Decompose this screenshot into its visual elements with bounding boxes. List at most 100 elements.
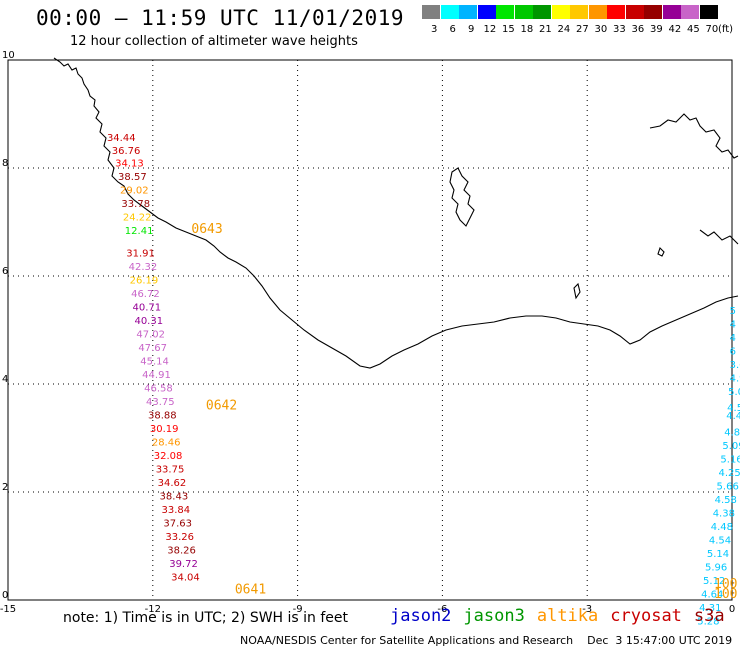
wave-height-value: 24.22 bbox=[123, 212, 152, 223]
scale-label: (ft) bbox=[718, 24, 734, 35]
wave-height-value: 47.67 bbox=[138, 343, 167, 354]
wave-height-value: 3.6 bbox=[730, 360, 740, 371]
wave-height-value: 46.58 bbox=[144, 384, 173, 395]
x-tick-label: 0 bbox=[729, 604, 735, 615]
scale-label: 9 bbox=[468, 24, 475, 35]
scale-label: 45 bbox=[687, 24, 700, 35]
bioko-island bbox=[657, 246, 665, 257]
scale-label: 33 bbox=[613, 24, 626, 35]
wave-height-value: 31.91 bbox=[126, 249, 155, 260]
scale-label: 30 bbox=[594, 24, 608, 35]
wave-height-value: 4.48 bbox=[711, 522, 733, 533]
wave-height-value: 6 bbox=[730, 346, 736, 357]
scale-swatch bbox=[644, 5, 662, 19]
satellite-name: jason3 bbox=[463, 606, 525, 626]
footer-credit: NOAA/NESDIS Center for Satellite Applica… bbox=[240, 634, 733, 647]
scale-swatch bbox=[440, 5, 459, 19]
scale-label: 70 bbox=[705, 24, 719, 35]
pass-label: 0643 bbox=[191, 222, 222, 237]
wave-height-value: 44.91 bbox=[142, 370, 171, 381]
scale-label: 12 bbox=[483, 24, 497, 35]
wave-height-value: 45.14 bbox=[140, 357, 169, 368]
pass-labels: 0643 0642 0641 bbox=[191, 222, 266, 598]
satellite-legend: jason2 jason3 altika cryosat s3a bbox=[390, 606, 737, 626]
wave-height-value: 32.08 bbox=[154, 451, 183, 462]
wave-height-value: 29.02 bbox=[120, 185, 149, 196]
wave-height-value: 12.41 bbox=[125, 226, 154, 237]
wave-height-value: 34.62 bbox=[158, 478, 187, 489]
scale-swatch bbox=[699, 5, 718, 19]
y-tick-label: 4 bbox=[2, 374, 8, 385]
wave-height-value: 38.26 bbox=[167, 546, 196, 557]
scale-label: 42 bbox=[668, 24, 682, 35]
scale-label: 36 bbox=[631, 24, 645, 35]
wave-height-value: 4.41 bbox=[726, 411, 740, 422]
wave-height-value: 38.43 bbox=[160, 492, 189, 503]
wave-height-value: 5.96 bbox=[705, 562, 727, 573]
wave-height-value: 4.58 bbox=[715, 495, 737, 506]
scale-swatch bbox=[570, 5, 588, 19]
wave-height-value: 43.75 bbox=[146, 397, 175, 408]
wave-height-value: 36.76 bbox=[112, 146, 141, 157]
wave-height-value: 34.44 bbox=[107, 133, 136, 144]
x-tick-label: -3 bbox=[582, 604, 592, 615]
note-text: note: 1) Time is in UTC; 2) SWH is in fe… bbox=[63, 610, 349, 626]
pass-label: 0641 bbox=[235, 583, 266, 598]
wave-height-value: 33.78 bbox=[121, 199, 150, 210]
map-title: 00:00 – 11:59 UTC 11/01/2019 bbox=[36, 6, 405, 30]
wave-height-value: 4.50 bbox=[727, 403, 740, 414]
wave-height-value: 34.13 bbox=[115, 158, 144, 169]
wave-height-value: 47.02 bbox=[136, 330, 165, 341]
axis-ticks: -15 -12 -9 -6 -3 0 0 2 4 6 8 10 bbox=[0, 50, 735, 615]
wave-height-value: 5 bbox=[730, 306, 736, 317]
wave-height-value: 5.06 bbox=[728, 387, 740, 398]
wave-height-value: 39.72 bbox=[169, 559, 198, 570]
scale-swatch bbox=[533, 5, 551, 19]
niger-delta-coast bbox=[649, 113, 739, 159]
wave-height-value: 33.84 bbox=[161, 505, 190, 516]
cameroon-coast bbox=[699, 229, 739, 245]
y-tick-label: 0 bbox=[2, 590, 8, 601]
wave-height-value: 46.72 bbox=[131, 289, 160, 300]
scale-label: 24 bbox=[557, 24, 571, 35]
y-tick-label: 10 bbox=[2, 50, 15, 61]
wave-height-value: 5.16 bbox=[720, 454, 740, 465]
scale-swatch bbox=[662, 5, 681, 19]
wave-height-value: 40.31 bbox=[134, 316, 163, 327]
scale-label: 18 bbox=[520, 24, 534, 35]
wave-height-value: 33.75 bbox=[156, 465, 185, 476]
map-subtitle: 12 hour collection of altimeter wave hei… bbox=[70, 34, 358, 49]
wave-height-value: 4 bbox=[730, 333, 736, 344]
x-tick-label: -12 bbox=[145, 604, 161, 615]
scale-swatch bbox=[625, 5, 644, 19]
scale-swatch bbox=[607, 5, 625, 19]
scale-label: 3 bbox=[431, 24, 438, 35]
wave-height-value: 4.64 bbox=[701, 589, 723, 600]
wave-height-value: 5.14 bbox=[707, 549, 729, 560]
y-tick-label: 8 bbox=[2, 158, 8, 169]
x-tick-label: -9 bbox=[293, 604, 303, 615]
wave-height-value: 5.28 bbox=[697, 616, 719, 627]
wave-height-value: 5.09 bbox=[722, 441, 740, 452]
satellite-name: s3a bbox=[693, 606, 725, 626]
satellite-name: altika bbox=[536, 606, 599, 626]
scale-swatch bbox=[514, 5, 533, 19]
sao-tome bbox=[573, 282, 581, 300]
wave-height-value: 4.25 bbox=[718, 468, 740, 479]
scale-label: 27 bbox=[576, 24, 589, 35]
edge-value-label: 100 bbox=[714, 577, 737, 592]
scale-label: 21 bbox=[539, 24, 552, 35]
wave-height-value: 4.54 bbox=[709, 535, 731, 546]
scale-label: 6 bbox=[449, 24, 456, 35]
scale-swatch bbox=[681, 5, 699, 19]
coastline bbox=[53, 57, 739, 369]
wave-height-value: 4 bbox=[730, 319, 736, 330]
wave-height-value: 42.32 bbox=[129, 262, 158, 273]
satellite-name: cryosat bbox=[610, 606, 682, 626]
lake-volta bbox=[449, 167, 475, 227]
scale-label: 15 bbox=[502, 24, 515, 35]
scale-swatch bbox=[422, 5, 440, 19]
